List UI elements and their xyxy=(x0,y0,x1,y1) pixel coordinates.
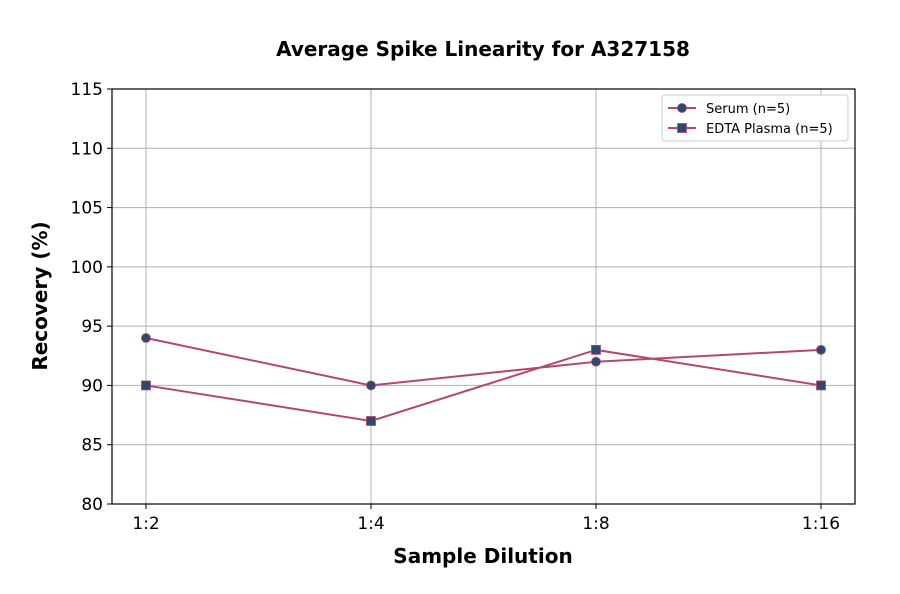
legend: Serum (n=5) EDTA Plasma (n=5) xyxy=(661,94,849,142)
x-tick-label: 1:4 xyxy=(357,514,384,534)
y-tick-label: 95 xyxy=(81,317,103,337)
y-tick-label: 85 xyxy=(81,436,103,456)
y-tick-label: 115 xyxy=(71,80,103,100)
data-point xyxy=(816,380,826,391)
data-point xyxy=(366,380,376,391)
legend-label: EDTA Plasma (n=5) xyxy=(706,122,833,137)
legend-label: Serum (n=5) xyxy=(706,102,790,117)
chart-title: Average Spike Linearity for A327158 xyxy=(276,37,690,61)
legend-marker xyxy=(677,123,687,133)
y-axis-label: Recovery (%) xyxy=(28,221,52,370)
y-tick-label: 80 xyxy=(81,495,103,515)
y-tick-label: 105 xyxy=(71,199,103,219)
legend-box xyxy=(661,94,849,142)
y-tick-label: 110 xyxy=(71,139,103,159)
x-tick-label: 1:8 xyxy=(582,514,609,534)
plot-frame xyxy=(111,88,856,505)
legend-marker xyxy=(677,103,687,113)
x-tick-label: 1:2 xyxy=(132,514,159,534)
y-tick-label: 90 xyxy=(81,376,103,396)
y-tick-label: 100 xyxy=(71,258,103,278)
series-line-1 xyxy=(145,348,822,423)
data-point xyxy=(816,344,826,355)
series-line-0 xyxy=(145,337,822,387)
data-point xyxy=(591,356,601,367)
x-axis-label: Sample Dilution xyxy=(393,544,572,568)
data-point xyxy=(591,344,601,355)
x-tick-label: 1:16 xyxy=(802,514,840,534)
data-point xyxy=(366,416,376,426)
data-point xyxy=(141,333,151,343)
data-point xyxy=(141,380,151,391)
